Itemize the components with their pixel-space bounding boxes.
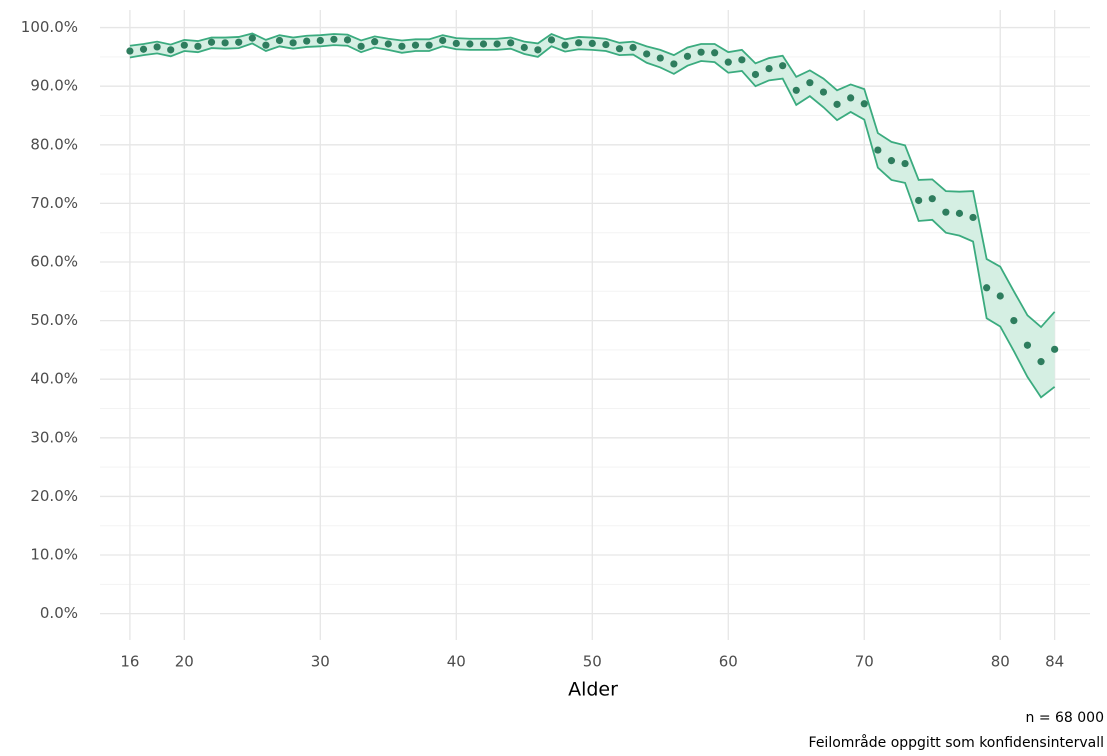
x-tick-label: 20 xyxy=(175,653,194,671)
point xyxy=(629,43,637,52)
y-tick-label: 10.0% xyxy=(30,546,78,564)
point xyxy=(425,41,433,49)
point xyxy=(765,65,773,73)
point xyxy=(139,45,148,53)
point xyxy=(643,50,651,58)
point xyxy=(180,41,188,49)
point xyxy=(262,41,270,49)
point xyxy=(792,86,800,94)
point xyxy=(1037,358,1045,366)
lower-bound xyxy=(129,42,1056,399)
point xyxy=(330,35,338,43)
y-tick-label: 80.0% xyxy=(30,135,78,153)
point xyxy=(561,41,569,49)
point xyxy=(738,56,746,64)
point xyxy=(547,36,556,44)
point xyxy=(493,40,501,48)
point xyxy=(602,40,610,49)
x-tick-label: 16 xyxy=(120,653,139,671)
point xyxy=(275,36,284,45)
point xyxy=(221,39,229,47)
point xyxy=(670,60,678,68)
point xyxy=(289,39,297,47)
point xyxy=(194,42,202,50)
y-tick-label: 100.0% xyxy=(21,18,78,36)
point xyxy=(479,40,488,48)
x-tick-label: 84 xyxy=(1045,653,1064,671)
point xyxy=(615,45,624,53)
point xyxy=(860,100,868,108)
point xyxy=(955,209,964,217)
point xyxy=(466,40,474,48)
point xyxy=(847,94,855,102)
point xyxy=(683,52,692,60)
x-axis-title: Alder xyxy=(568,679,618,701)
point xyxy=(833,100,841,108)
point xyxy=(711,49,719,57)
point xyxy=(439,36,447,45)
point xyxy=(303,37,311,45)
point xyxy=(1010,317,1018,325)
point xyxy=(779,62,787,70)
point xyxy=(874,146,882,154)
point xyxy=(1023,341,1032,349)
x-tick-label: 30 xyxy=(311,653,330,671)
y-tick-label: 50.0% xyxy=(30,311,78,329)
point xyxy=(411,41,420,49)
point xyxy=(398,42,406,50)
y-tick-label: 60.0% xyxy=(30,253,78,271)
point xyxy=(928,195,936,203)
y-tick-label: 0.0% xyxy=(40,604,78,622)
point xyxy=(942,208,950,216)
point xyxy=(126,47,134,55)
upper-bound xyxy=(129,32,1056,329)
point xyxy=(588,39,596,48)
point xyxy=(153,43,161,51)
y-tick-label: 20.0% xyxy=(30,487,78,505)
point xyxy=(235,38,243,46)
point xyxy=(575,39,583,47)
point xyxy=(207,38,216,46)
point xyxy=(969,213,977,222)
caption: n = 68 000 xyxy=(1026,710,1105,726)
caption: Feilområde oppgitt som konfidensinterval… xyxy=(809,734,1104,751)
point xyxy=(520,43,528,52)
point xyxy=(915,196,923,205)
point xyxy=(983,284,991,292)
point xyxy=(751,70,760,79)
x-tick-label: 80 xyxy=(991,653,1010,671)
point xyxy=(697,48,705,56)
y-tick-label: 90.0% xyxy=(30,77,78,95)
x-tick-label: 40 xyxy=(447,653,466,671)
point xyxy=(371,38,379,46)
point xyxy=(343,36,352,44)
y-tick-label: 40.0% xyxy=(30,370,78,388)
x-tick-label: 70 xyxy=(855,653,874,671)
point xyxy=(384,40,392,48)
point xyxy=(452,39,460,48)
point xyxy=(996,292,1004,300)
point xyxy=(656,54,664,62)
y-tick-label: 30.0% xyxy=(30,428,78,446)
point xyxy=(724,58,732,66)
point xyxy=(819,88,828,96)
point xyxy=(534,46,542,54)
x-tick-label: 50 xyxy=(583,653,602,671)
point xyxy=(248,34,256,42)
x-tick-label: 60 xyxy=(719,653,738,671)
point xyxy=(316,36,324,45)
y-tick-label: 70.0% xyxy=(30,194,78,212)
point xyxy=(887,157,896,165)
point xyxy=(1051,345,1059,353)
point xyxy=(167,46,175,54)
point xyxy=(357,42,365,50)
point xyxy=(901,159,909,168)
point xyxy=(806,79,814,87)
point xyxy=(507,39,515,47)
